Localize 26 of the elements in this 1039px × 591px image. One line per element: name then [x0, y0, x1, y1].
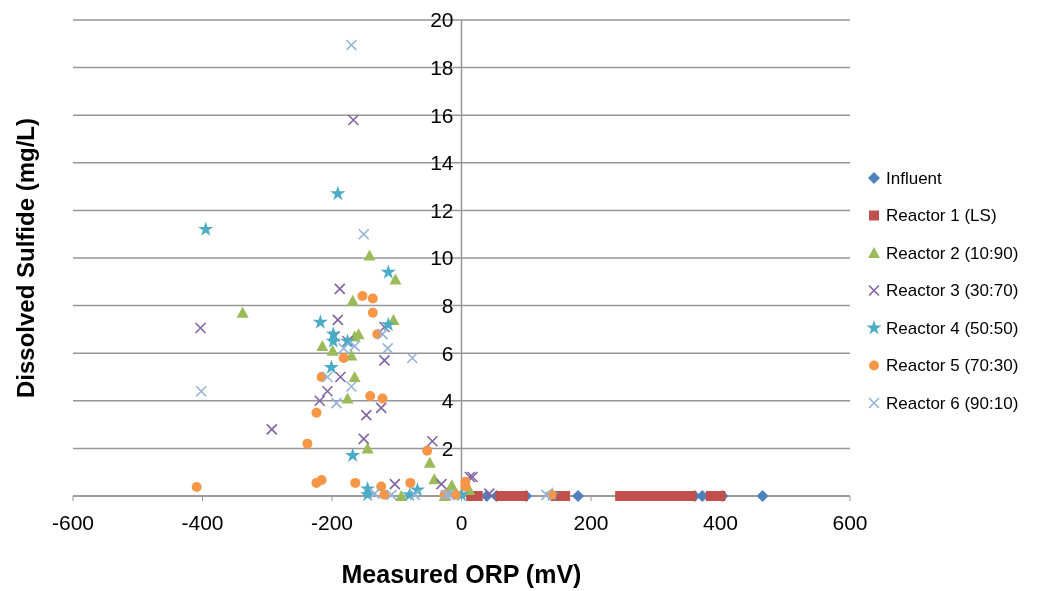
x-tick-label: 200 [573, 511, 609, 534]
x-tick-label: 0 [455, 511, 468, 534]
y-tick-label: 2 [441, 436, 454, 460]
x-tick-label: -600 [51, 511, 95, 534]
y-tick-label: 14 [430, 151, 454, 175]
x-tick-label: 400 [702, 511, 739, 534]
x-tick-label: -200 [310, 511, 354, 534]
legend-label: Influent [886, 168, 943, 188]
y-tick-label: 4 [441, 389, 454, 413]
y-tick-label: 6 [441, 341, 454, 365]
y-tick-label: 18 [430, 55, 454, 79]
x-tick-label: 600 [832, 511, 868, 534]
y-axis-title: Dissolved Sulfide (mg/L) [12, 117, 39, 399]
y-tick-label: 10 [430, 246, 454, 270]
legend-label: Reactor 3 (30:70) [886, 281, 1019, 301]
x-tick-label: -400 [181, 511, 224, 534]
legend-label: Reactor 6 (90:10) [886, 393, 1019, 413]
y-tick-label: 12 [430, 198, 454, 222]
legend-label: Reactor 4 (50:50) [886, 318, 1019, 338]
y-tick-label: 8 [441, 293, 454, 317]
y-tick-label: 20 [430, 8, 454, 32]
legend-label: Reactor 5 (70:30) [886, 356, 1019, 376]
x-axis-title: Measured ORP (mV) [341, 560, 582, 588]
legend-label: Reactor 1 (LS) [886, 206, 997, 226]
y-tick-label: 16 [430, 103, 454, 127]
legend-label: Reactor 2 (10:90) [886, 243, 1019, 263]
